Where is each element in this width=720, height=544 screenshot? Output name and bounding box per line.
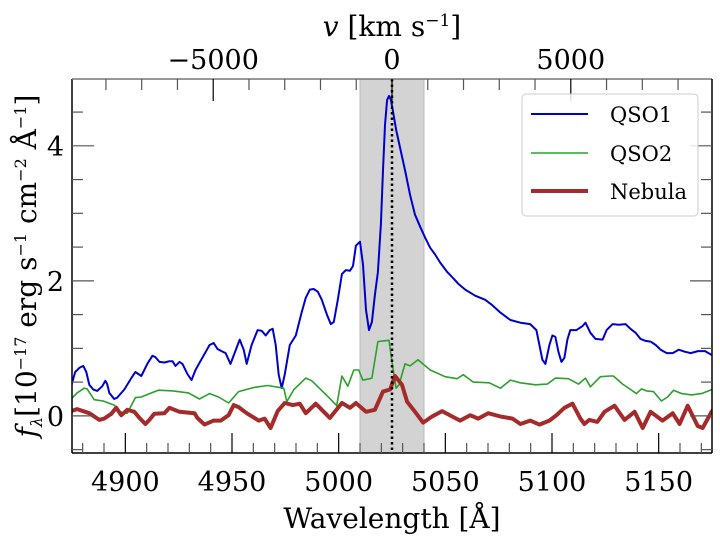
y-axis-title-e4: −1 [11, 105, 30, 129]
y-axis-title-p5: ] [10, 95, 43, 106]
y-axis-title-e1: −17 [11, 337, 30, 371]
series-line-qso1 [72, 94, 712, 400]
x-tick-label: 4900 [91, 467, 160, 498]
x-tick-label: 4950 [198, 467, 267, 498]
y-axis-title: fλ[10−17 erg s−1 cm−2 Å−1] [10, 95, 46, 440]
y-axis-title-lambda: λ [27, 417, 46, 428]
legend-label-nebula: Nebula [610, 180, 687, 204]
top-axis-title-exp: −1 [425, 11, 450, 31]
top-axis-title-unit: [km s [339, 10, 426, 43]
legend: QSO1 QSO2 Nebula [521, 93, 699, 217]
top-tick-label: −5000 [168, 45, 259, 76]
top-axis-title: v [km s−1] [323, 10, 461, 43]
legend-label-qso1: QSO1 [610, 103, 672, 127]
top-tick-label: 5000 [536, 45, 605, 76]
top-tick-label: 0 [383, 45, 400, 76]
x-tick-label: 5000 [304, 467, 373, 498]
y-axis-title-p2: erg s [10, 257, 43, 337]
y-axis-title-p4: Å [10, 128, 43, 158]
y-axis-title-e2: −1 [11, 233, 30, 257]
y-tick-label: 0 [47, 402, 64, 433]
series-line-qso2 [72, 339, 712, 415]
y-axis-title-p3: cm [10, 182, 43, 233]
x-axis-title: Wavelength [Å] [283, 502, 500, 535]
x-tick-label: 5150 [624, 467, 693, 498]
x-tick-label: 5100 [518, 467, 587, 498]
x-tick-label: 5050 [411, 467, 480, 498]
y-axis-title-p1: [10 [10, 370, 43, 417]
top-axis-title-close: ] [450, 10, 461, 43]
y-tick-label: 2 [47, 267, 64, 298]
series-line-nebula [72, 374, 712, 430]
y-tick-label: 4 [47, 132, 64, 163]
top-axis-title-var: v [323, 10, 339, 43]
y-axis-title-e3: −2 [11, 158, 30, 182]
legend-frame [521, 93, 699, 217]
legend-label-qso2: QSO2 [610, 142, 672, 166]
